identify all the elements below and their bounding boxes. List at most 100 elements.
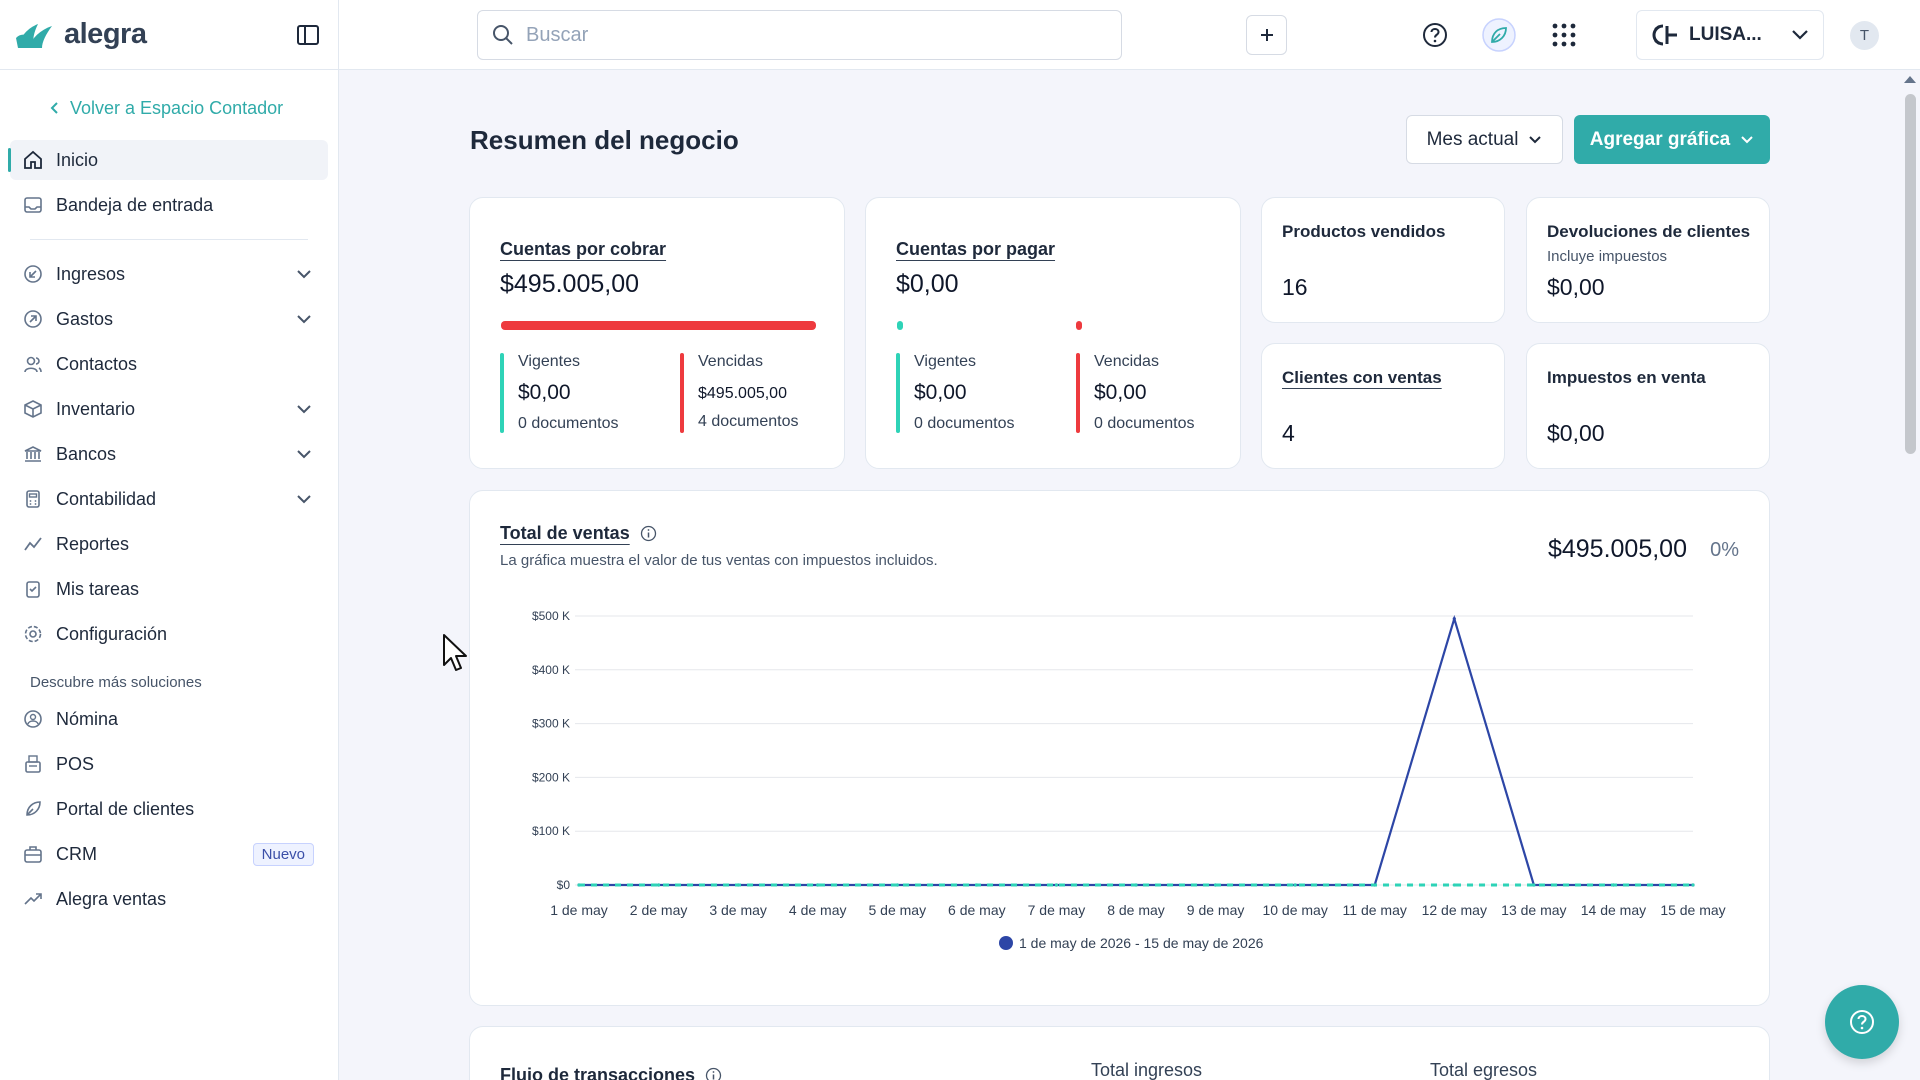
solutions-section-label: Descubre más soluciones [30, 674, 202, 691]
search-icon [493, 25, 513, 45]
sales-chart-total: $495.005,00 [1547, 535, 1687, 563]
search-input[interactable] [526, 23, 1086, 47]
expenses-icon [22, 308, 44, 330]
sidebar-item-crm[interactable]: CRM Nuevo [10, 834, 328, 874]
info-icon[interactable] [640, 525, 657, 542]
x-tick-label: 5 de may [868, 902, 926, 918]
contacts-icon [22, 353, 44, 375]
sales-line-chart: $0 $100 K $200 K $300 K $400 K $500 K 1 de may… [532, 609, 1726, 951]
floating-help-button[interactable] [1825, 985, 1899, 1059]
flow-title-link[interactable]: Flujo de transacciones [500, 1065, 696, 1080]
current-indicator [896, 353, 900, 433]
payables-card: Cuentas por pagar $0,00 Vigentes $0,00 0… [865, 197, 1241, 469]
sidebar-panel-icon [297, 24, 319, 45]
sidebar-item-contactos[interactable]: Contactos [10, 344, 328, 384]
inbox-icon [22, 194, 44, 216]
sidebar-item-alegra-ventas[interactable]: Alegra ventas [10, 879, 328, 919]
sidebar-item-label: Portal de clientes [56, 798, 195, 819]
back-link-label: Volver a Espacio Contador [70, 97, 284, 118]
overdue-docs: 4 documentos [698, 413, 799, 430]
back-to-accountant-link[interactable]: Volver a Espacio Contador [0, 76, 338, 140]
eco-button[interactable] [1481, 17, 1517, 53]
x-tick-label: 7 de may [1028, 902, 1086, 918]
tasks-icon [22, 578, 44, 600]
sidebar-item-contabilidad[interactable]: Contabilidad [10, 479, 328, 519]
company-logo-icon [1652, 24, 1677, 46]
chevron-down-icon [1529, 136, 1542, 144]
sidebar-item-label: Bandeja de entrada [56, 194, 214, 215]
sidebar-item-bandeja[interactable]: Bandeja de entrada [10, 185, 328, 225]
help-circle-icon [1423, 23, 1447, 47]
products-sold-card: Productos vendidos 16 [1261, 197, 1505, 323]
sidebar-item-pos[interactable]: POS [10, 744, 328, 784]
receivables-title-link[interactable]: Cuentas por cobrar [500, 239, 667, 259]
chart-data-point [1373, 883, 1377, 887]
period-selector[interactable]: Mes actual [1406, 115, 1563, 164]
overdue-docs: 0 documentos [1094, 415, 1195, 432]
sidebar-item-label: POS [56, 753, 95, 774]
current-value: $0,00 [914, 381, 967, 404]
accounting-icon [22, 488, 44, 510]
chart-data-point [975, 883, 979, 887]
chevron-down-icon [294, 309, 314, 329]
sidebar-item-gastos[interactable]: Gastos [10, 299, 328, 339]
crm-icon [22, 843, 44, 865]
current-label: Vigentes [518, 353, 580, 370]
user-avatar[interactable]: T [1850, 21, 1879, 50]
chart-data-point [895, 883, 899, 887]
sidebar-toggle-button[interactable] [294, 21, 322, 49]
sidebar-item-ingresos[interactable]: Ingresos [10, 254, 328, 294]
apps-grid-button[interactable] [1546, 17, 1582, 53]
chart-data-point [1213, 883, 1218, 887]
sidebar-item-tareas[interactable]: Mis tareas [10, 569, 328, 609]
clients-with-sales-link[interactable]: Clientes con ventas [1282, 368, 1442, 387]
sidebar-item-inventario[interactable]: Inventario [10, 389, 328, 429]
sidebar-item-portal[interactable]: Portal de clientes [10, 789, 328, 829]
add-chart-button[interactable]: Agregar gráfica [1574, 115, 1770, 164]
x-tick-label: 13 de may [1501, 902, 1566, 918]
sidebar-item-label: Nómina [56, 708, 119, 729]
returns-value: $0,00 [1547, 274, 1605, 300]
chart-data-point [1134, 883, 1138, 887]
chart-data-point [1054, 883, 1059, 887]
chart-data-point [1452, 617, 1456, 621]
chevron-down-icon [294, 264, 314, 284]
sidebar-item-inicio[interactable]: Inicio [8, 140, 328, 180]
new-badge: Nuevo [252, 842, 314, 866]
x-tick-label: 4 de may [789, 902, 847, 918]
portal-icon [22, 798, 44, 820]
x-tick-label: 1 de may [550, 902, 608, 918]
inventory-icon [22, 398, 44, 420]
sidebar-item-configuracion[interactable]: Configuración [10, 614, 328, 654]
quick-add-button[interactable] [1246, 15, 1287, 55]
info-icon[interactable] [705, 1067, 722, 1080]
chevron-down-icon [294, 399, 314, 419]
payables-total: $0,00 [896, 270, 959, 298]
payables-current: Vigentes $0,00 0 documentos [896, 353, 1066, 433]
sidebar-item-bancos[interactable]: Bancos [10, 434, 328, 474]
sales-chart-card: Total de ventas La gráfica muestra el va… [469, 490, 1770, 1006]
sidebar-item-reportes[interactable]: Reportes [10, 524, 328, 564]
total-income-label: Total ingresos [1091, 1060, 1203, 1080]
alegra-logo[interactable]: alegra [14, 18, 147, 52]
overdue-indicator [1076, 353, 1080, 433]
payables-overdue: Vencidas $0,00 0 documentos [1076, 353, 1226, 433]
reports-icon [22, 533, 44, 555]
sidebar-item-nomina[interactable]: Nómina [10, 699, 328, 739]
company-selector[interactable]: LUISA... [1636, 10, 1824, 60]
sidebar-item-label: Inicio [56, 149, 99, 170]
help-button[interactable] [1417, 17, 1453, 53]
sidebar: alegra Volver a Espacio Contador Inicio … [0, 0, 339, 1080]
scroll-up-arrow[interactable] [1904, 76, 1916, 83]
x-tick-label: 9 de may [1187, 902, 1245, 918]
sales-chart-title-link[interactable]: Total de ventas [500, 523, 630, 543]
y-tick-label: $200 K [532, 770, 570, 784]
overdue-value: $0,00 [1094, 381, 1147, 404]
returns-subtitle: Incluye impuestos [1547, 248, 1668, 265]
transactions-flow-card: Flujo de transacciones Total ingresos To… [469, 1026, 1770, 1080]
scrollbar-thumb[interactable] [1905, 94, 1916, 454]
search-box[interactable] [477, 10, 1122, 60]
payables-title-link[interactable]: Cuentas por pagar [896, 239, 1056, 259]
home-icon [22, 149, 44, 171]
plus-icon [1260, 29, 1273, 41]
